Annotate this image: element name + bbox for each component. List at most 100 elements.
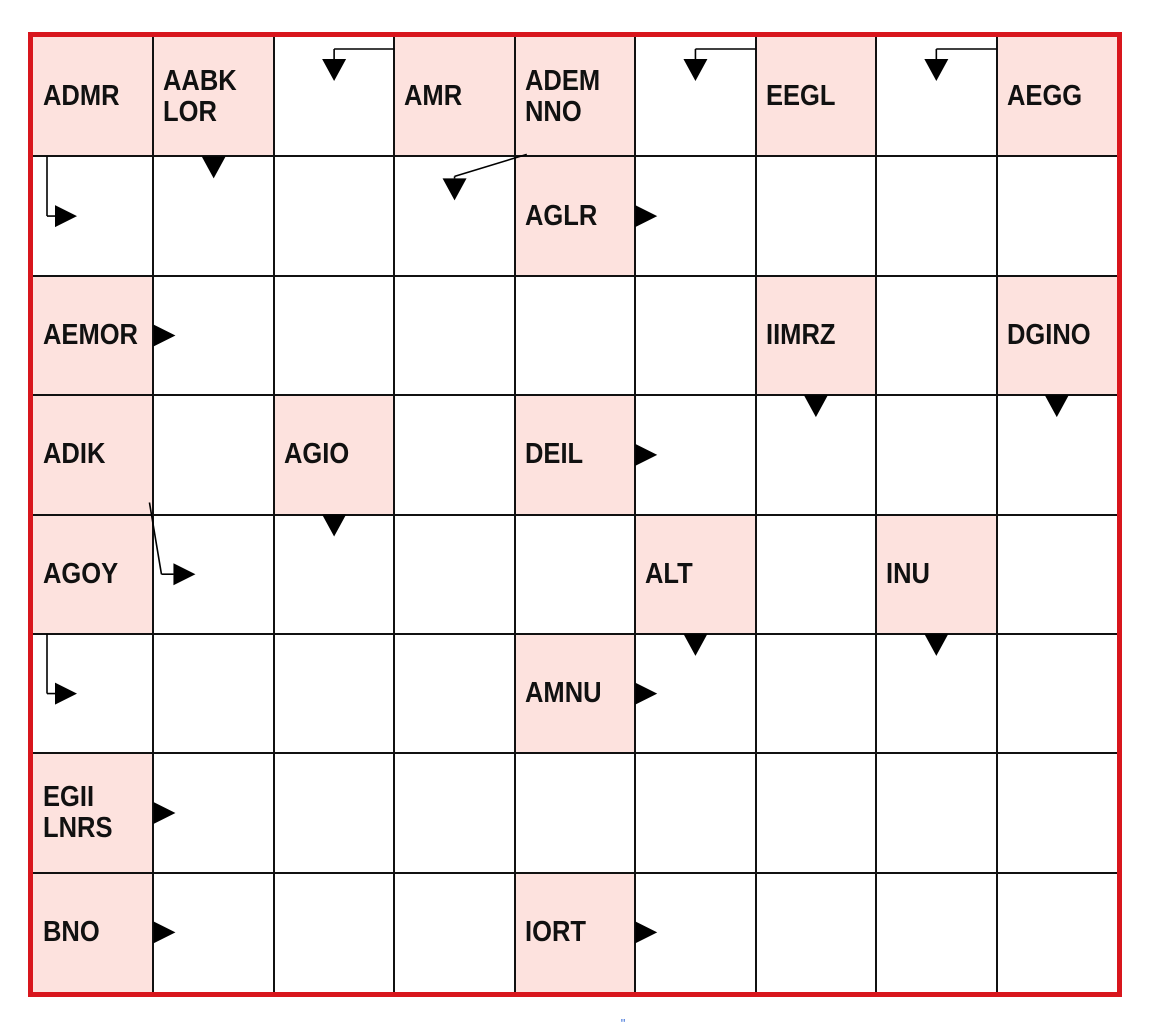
- grid-line-horizontal: [33, 871, 1117, 874]
- clue-cell: DGINO: [996, 275, 1117, 396]
- clue-letters: EGII LNRS: [43, 780, 113, 844]
- answer-cell[interactable]: [635, 395, 755, 514]
- clue-letters: ALT: [645, 557, 693, 590]
- answer-cell[interactable]: [635, 873, 755, 992]
- answer-cell[interactable]: [274, 515, 394, 634]
- answer-cell[interactable]: [153, 156, 273, 275]
- clue-cell: ADEM NNO: [514, 37, 636, 157]
- crossword-board: ADMR AABK LOR AMR ADEM NNO EEGL AEGG AGLR AEMOR…: [28, 32, 1122, 997]
- grid-line-horizontal: [33, 274, 1117, 277]
- clue-letters: AEMOR: [43, 318, 138, 351]
- clue-cell: AGOY: [33, 514, 154, 634]
- clue-letters: AGLR: [524, 199, 598, 232]
- clue-letters: DGINO: [1006, 318, 1091, 351]
- clue-letters: DEIL: [524, 438, 583, 471]
- clue-letters: BNO: [43, 915, 100, 948]
- answer-cell[interactable]: [394, 156, 514, 275]
- answer-cell[interactable]: [33, 156, 153, 275]
- clue-letters: ADIK: [43, 438, 106, 471]
- answer-cell[interactable]: [153, 515, 273, 634]
- clue-cell: EEGL: [755, 37, 877, 157]
- grid-line-horizontal: [33, 752, 1117, 755]
- answer-cell[interactable]: [635, 276, 755, 395]
- grid-line-horizontal: [33, 513, 1117, 516]
- answer-cell[interactable]: [394, 515, 514, 634]
- answer-cell[interactable]: [876, 37, 996, 156]
- clue-letters: EEGL: [765, 80, 836, 113]
- answer-cell[interactable]: [997, 873, 1117, 992]
- answer-cell[interactable]: [515, 515, 635, 634]
- answer-cell[interactable]: [394, 753, 514, 872]
- answer-cell[interactable]: [394, 873, 514, 992]
- answer-cell[interactable]: [274, 37, 394, 156]
- answer-cell[interactable]: [153, 634, 273, 753]
- clue-letters: INU: [886, 557, 931, 590]
- grid-line-horizontal: [33, 155, 1117, 158]
- answer-cell[interactable]: [394, 276, 514, 395]
- answer-cell[interactable]: [153, 395, 273, 514]
- answer-cell[interactable]: [33, 634, 153, 753]
- answer-cell[interactable]: [876, 873, 996, 992]
- answer-cell[interactable]: [756, 156, 876, 275]
- clue-cell: AMR: [394, 37, 515, 157]
- answer-cell[interactable]: [153, 276, 273, 395]
- answer-cell[interactable]: [635, 37, 755, 156]
- grid-line-horizontal: [33, 394, 1117, 397]
- answer-cell[interactable]: [876, 753, 996, 872]
- clue-letters: IORT: [524, 915, 586, 948]
- answer-cell[interactable]: [153, 873, 273, 992]
- clue-cell: ALT: [635, 514, 756, 634]
- answer-cell[interactable]: [274, 156, 394, 275]
- answer-cell[interactable]: [876, 156, 996, 275]
- answer-cell[interactable]: [756, 873, 876, 992]
- answer-cell[interactable]: [394, 395, 514, 514]
- answer-cell[interactable]: [876, 395, 996, 514]
- clue-cell: ADMR: [33, 37, 154, 157]
- clue-letters: ADEM NNO: [524, 64, 600, 128]
- answer-cell[interactable]: [274, 634, 394, 753]
- clue-cell: IIMRZ: [755, 275, 877, 396]
- clue-cell: AGLR: [514, 156, 636, 276]
- clue-cell: AMNU: [514, 633, 636, 754]
- clue-cell: EGII LNRS: [33, 753, 154, 873]
- answer-cell[interactable]: [997, 634, 1117, 753]
- answer-cell[interactable]: [997, 395, 1117, 514]
- clue-letters: AMR: [404, 80, 463, 113]
- clue-letters: ADMR: [43, 80, 120, 113]
- clue-letters: IIMRZ: [765, 318, 836, 351]
- clue-cell: IORT: [514, 872, 636, 992]
- answer-cell[interactable]: [876, 634, 996, 753]
- clue-cell: DEIL: [514, 395, 636, 515]
- answer-cell[interactable]: [515, 276, 635, 395]
- answer-cell[interactable]: [756, 634, 876, 753]
- answer-cell[interactable]: [635, 753, 755, 872]
- clue-letters: AEGG: [1006, 80, 1082, 113]
- answer-cell[interactable]: [635, 634, 755, 753]
- clue-cell: BNO: [33, 872, 154, 992]
- answer-cell[interactable]: [756, 395, 876, 514]
- answer-cell[interactable]: [997, 156, 1117, 275]
- answer-cell[interactable]: [274, 753, 394, 872]
- clue-cell: INU: [876, 514, 997, 634]
- answer-cell[interactable]: [997, 753, 1117, 872]
- answer-cell[interactable]: [274, 873, 394, 992]
- answer-cell[interactable]: [756, 753, 876, 872]
- answer-cell[interactable]: [274, 276, 394, 395]
- answer-cell[interactable]: [515, 753, 635, 872]
- clue-letters: AGOY: [43, 557, 119, 590]
- answer-cell[interactable]: [394, 634, 514, 753]
- answer-cell[interactable]: [153, 753, 273, 872]
- answer-cell[interactable]: [997, 515, 1117, 634]
- clue-cell: AGIO: [273, 395, 395, 515]
- clue-cell: AEMOR: [33, 275, 154, 396]
- answer-cell[interactable]: [756, 515, 876, 634]
- clue-cell: AABK LOR: [153, 37, 274, 157]
- clue-letters: AGIO: [283, 438, 350, 471]
- grid-line-horizontal: [33, 632, 1117, 635]
- answer-cell[interactable]: [635, 156, 755, 275]
- clue-cell: ADIK: [33, 395, 154, 515]
- clue-letters: AABK LOR: [163, 64, 238, 128]
- answer-cell[interactable]: [876, 276, 996, 395]
- clue-letters: AMNU: [524, 677, 602, 710]
- crossword-grid: ADMR AABK LOR AMR ADEM NNO EEGL AEGG AGLR AEMOR…: [33, 37, 1117, 992]
